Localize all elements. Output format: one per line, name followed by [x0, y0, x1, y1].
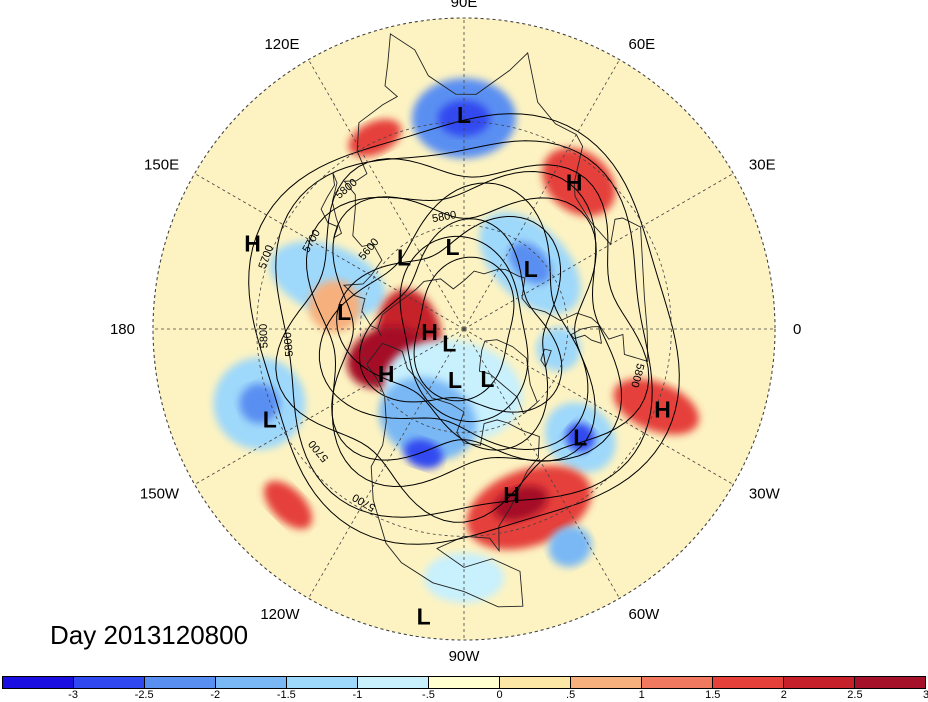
high-pressure-label: H — [378, 361, 395, 387]
map-border — [152, 17, 776, 641]
colorbar-tick-label: 2 — [780, 689, 787, 701]
high-pressure-label: H — [244, 231, 261, 257]
colorbar-tick-label: -2.5 — [134, 689, 154, 701]
colorbar-tick-label: 3 — [922, 689, 928, 701]
contour-label: 5800 — [282, 332, 296, 357]
colorbar-segment — [784, 677, 855, 688]
anomaly-blob — [493, 485, 548, 521]
colorbar-segment — [74, 677, 145, 688]
low-pressure-label: L — [442, 331, 456, 357]
colorbar-segment — [358, 677, 429, 688]
colorbar-tick-label: -.5 — [422, 689, 435, 701]
longitude-label: 150W — [140, 486, 180, 503]
anomaly-blob — [403, 439, 443, 469]
longitude-labels: 90E 60E 30E 0 30W 60W 90W 120W 150W 180 150E 120E — [110, 0, 801, 665]
colorbar-tick-label: -1 — [352, 689, 363, 701]
coastline — [377, 268, 648, 362]
colorbar-segment — [571, 677, 642, 688]
longitude-label: 30W — [749, 486, 781, 503]
colorbar-tick-label: 1.5 — [705, 689, 721, 701]
meridian-line — [194, 173, 465, 330]
colorbar-tick-label: -1.5 — [276, 689, 296, 701]
longitude-label: 30E — [749, 157, 776, 174]
high-pressure-label: H — [421, 319, 438, 345]
low-pressure-label: L — [445, 234, 459, 260]
colorbar-tick-label: 1 — [638, 689, 645, 701]
colorbar-segment — [500, 677, 571, 688]
colorbar-segment — [145, 677, 216, 688]
colorbar-segment — [713, 677, 784, 688]
longitude-label: 120W — [260, 606, 300, 623]
anomaly-blob — [308, 280, 361, 333]
high-pressure-label: H — [566, 170, 583, 196]
colorbar-tick-label: .5 — [566, 689, 576, 701]
latitude-circle — [256, 121, 672, 537]
meridian-line — [463, 328, 734, 485]
low-pressure-label: L — [337, 299, 351, 325]
meridian-line — [308, 328, 465, 599]
low-pressure-label: L — [524, 256, 538, 282]
low-pressure-label: L — [263, 407, 277, 433]
meridian-line — [308, 59, 465, 330]
anomaly-blob — [239, 383, 280, 424]
colorbar-tick-label: 2.5 — [847, 689, 863, 701]
anomaly-blob — [508, 242, 551, 285]
longitude-label: 90W — [449, 648, 481, 665]
longitude-label: 0 — [793, 321, 801, 338]
colorbar-tick-label: -3 — [68, 689, 78, 701]
anomaly-blob — [548, 526, 592, 567]
low-pressure-label: L — [480, 366, 494, 392]
longitude-label: 90E — [451, 0, 478, 11]
longitude-label: 180 — [110, 321, 135, 338]
colorbar-segment — [3, 677, 74, 688]
coastline — [366, 342, 540, 608]
meridian-line — [463, 173, 734, 330]
high-pressure-label: H — [654, 396, 671, 422]
meridian-line — [194, 328, 465, 485]
colorbar-segment — [642, 677, 713, 688]
longitude-label: 150E — [144, 157, 179, 174]
longitude-label: 60W — [629, 606, 661, 623]
colorbar — [2, 676, 926, 689]
coastline — [540, 348, 552, 368]
longitude-label: 60E — [629, 36, 656, 53]
colorbar-segment — [429, 677, 500, 688]
low-pressure-label: L — [448, 367, 462, 393]
high-pressure-label: H — [503, 482, 520, 508]
contour-label: 5800 — [258, 324, 271, 349]
coastline — [478, 339, 538, 415]
anomaly-blob — [348, 119, 402, 157]
anomaly-blob — [542, 147, 616, 217]
low-pressure-label: L — [573, 424, 587, 450]
low-pressure-label: L — [457, 102, 471, 128]
colorbar-segment — [216, 677, 287, 688]
low-pressure-label: L — [397, 245, 411, 271]
contour-label: 5800 — [431, 209, 457, 225]
meridian-line — [463, 59, 620, 330]
colorbar-ticks: -3 -2.5 -2 -1.5 -1 -.5 0 .5 1 1.5 2 2.5 3 — [2, 689, 928, 702]
date-title: Day 2013120800 — [50, 620, 249, 650]
meridian-line — [463, 328, 620, 599]
low-pressure-label: L — [417, 603, 431, 629]
colorbar-tick-label: 0 — [496, 689, 503, 701]
anomaly-blob — [264, 480, 313, 529]
colorbar-segment — [287, 677, 358, 688]
longitude-label: 120E — [264, 36, 299, 53]
colorbar-tick-label: -2 — [210, 689, 221, 701]
colorbar-segment — [855, 677, 925, 688]
